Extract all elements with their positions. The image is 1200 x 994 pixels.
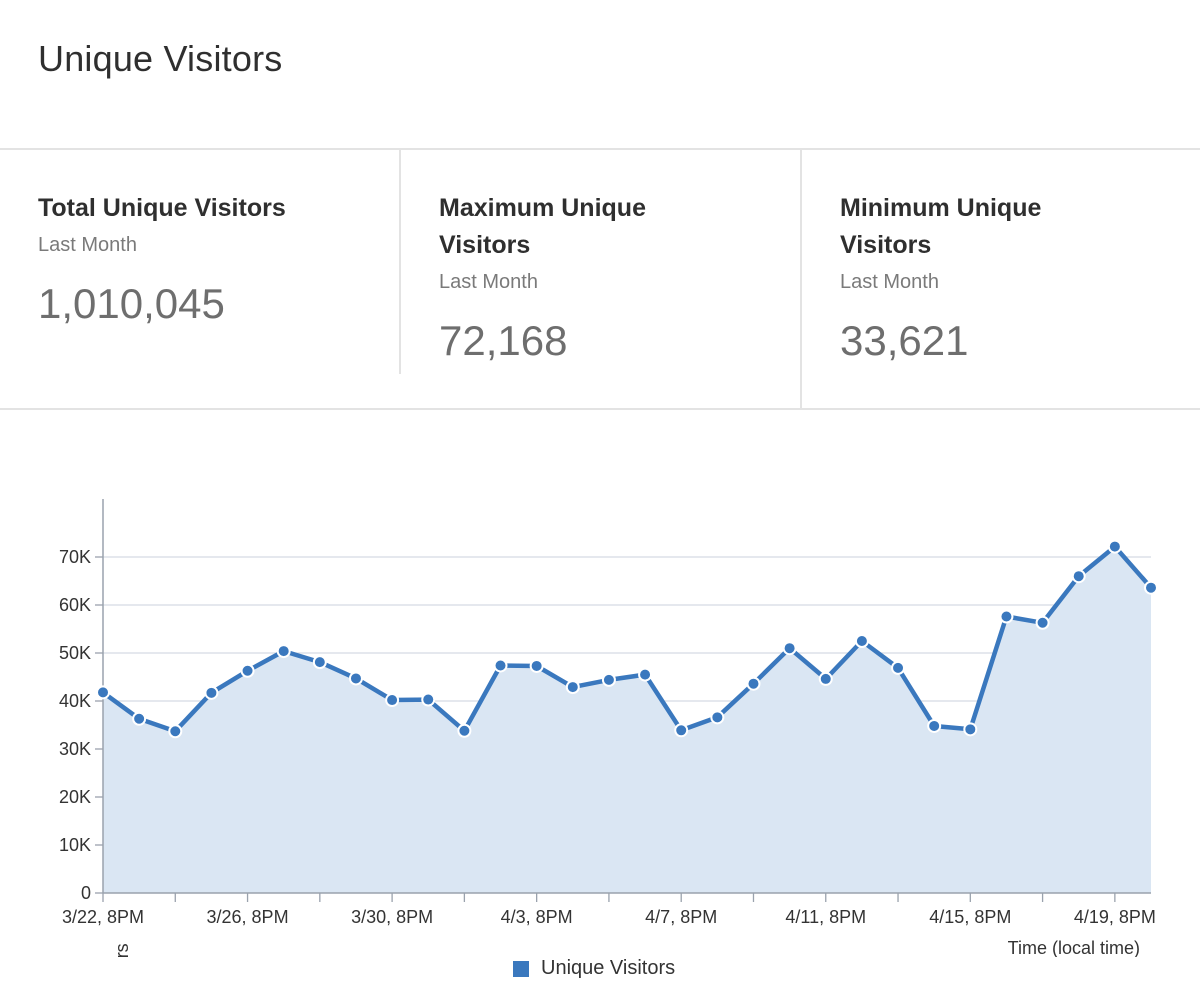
data-point[interactable] xyxy=(1144,580,1158,595)
stat-period: Last Month xyxy=(840,271,939,293)
data-point[interactable] xyxy=(963,722,978,737)
data-point[interactable] xyxy=(493,658,508,673)
x-axis-ticks: 3/22, 8PM 3/26, 8PM 3/30, 8PM 4/3, 8PM 4/7, … xyxy=(62,893,1156,927)
data-point[interactable] xyxy=(312,655,327,670)
stat-period: Last Month xyxy=(439,271,538,293)
stats-row: Total Unique Visitors Last Month 1,010,0… xyxy=(0,148,1200,410)
visitors-chart: 0 10K 20K 30K 40K 50K 60K 70K 3/22, 8PM 3/26, 8P… xyxy=(59,499,1158,957)
data-point[interactable] xyxy=(1035,615,1050,630)
x-tick-label: 4/7, 8PM xyxy=(645,907,717,927)
data-point[interactable] xyxy=(999,609,1014,624)
data-point[interactable] xyxy=(927,718,942,733)
data-point[interactable] xyxy=(204,685,219,700)
x-tick-label: 4/19, 8PM xyxy=(1074,907,1156,927)
stat-label: Total Unique Visitors xyxy=(38,194,286,222)
x-tick-label: 3/22, 8PM xyxy=(62,907,144,927)
data-point[interactable] xyxy=(1107,539,1122,554)
data-point[interactable] xyxy=(529,658,544,673)
x-axis-title: Time (local time) xyxy=(1008,938,1140,957)
x-tick-label: 3/30, 8PM xyxy=(351,907,433,927)
y-tick-label: 50K xyxy=(59,643,91,663)
stat-period: Last Month xyxy=(38,234,137,256)
stat-label: Minimum Unique Visitors xyxy=(840,194,1042,259)
y-axis-ticks: 0 10K 20K 30K 40K 50K 60K 70K xyxy=(59,547,103,903)
data-point[interactable] xyxy=(818,671,833,686)
data-point[interactable] xyxy=(710,710,725,725)
data-point[interactable] xyxy=(782,641,797,656)
y-tick-label: 60K xyxy=(59,595,91,615)
stat-maximum-unique-visitors: Maximum Unique Visitors Last Month 72,16… xyxy=(439,150,799,408)
y-tick-label: 0 xyxy=(81,883,91,903)
stat-divider xyxy=(800,150,802,410)
data-point[interactable] xyxy=(385,693,400,708)
data-points xyxy=(96,539,1158,739)
stat-total-unique-visitors: Total Unique Visitors Last Month 1,010,0… xyxy=(38,150,398,408)
series-area xyxy=(103,546,1151,893)
y-tick-label: 20K xyxy=(59,787,91,807)
chart-legend[interactable]: Unique Visitors xyxy=(513,957,675,980)
x-tick-label: 4/11, 8PM xyxy=(785,907,866,927)
data-point[interactable] xyxy=(421,692,436,707)
data-point[interactable] xyxy=(348,671,363,686)
data-point[interactable] xyxy=(457,723,472,738)
legend-label: Unique Visitors xyxy=(541,957,676,979)
stat-value: 72,168 xyxy=(439,317,568,364)
y-axis-title: Visitors xyxy=(112,943,132,957)
legend-swatch xyxy=(513,960,529,977)
y-tick-label: 70K xyxy=(59,547,91,567)
page-title: Unique Visitors xyxy=(38,38,283,79)
data-point[interactable] xyxy=(132,711,147,726)
y-tick-label: 40K xyxy=(59,691,91,711)
stat-value: 33,621 xyxy=(840,317,969,364)
y-tick-label: 30K xyxy=(59,739,91,759)
data-point[interactable] xyxy=(240,663,255,678)
data-point[interactable] xyxy=(638,667,653,682)
data-point[interactable] xyxy=(601,672,616,687)
stat-value: 1,010,045 xyxy=(38,280,225,327)
data-point[interactable] xyxy=(674,723,689,738)
x-tick-label: 4/3, 8PM xyxy=(501,907,573,927)
x-tick-label: 4/15, 8PM xyxy=(929,907,1011,927)
stat-divider xyxy=(399,150,401,374)
y-tick-label: 10K xyxy=(59,835,91,855)
data-point[interactable] xyxy=(96,685,110,700)
stat-label: Maximum Unique Visitors xyxy=(439,194,646,259)
data-point[interactable] xyxy=(276,644,291,659)
data-point[interactable] xyxy=(1071,569,1086,584)
data-point[interactable] xyxy=(168,724,183,739)
stat-minimum-unique-visitors: Minimum Unique Visitors Last Month 33,62… xyxy=(840,150,1180,408)
data-point[interactable] xyxy=(746,676,761,691)
data-point[interactable] xyxy=(565,680,580,695)
x-tick-label: 3/26, 8PM xyxy=(207,907,289,927)
data-point[interactable] xyxy=(891,660,906,675)
data-point[interactable] xyxy=(854,634,869,648)
